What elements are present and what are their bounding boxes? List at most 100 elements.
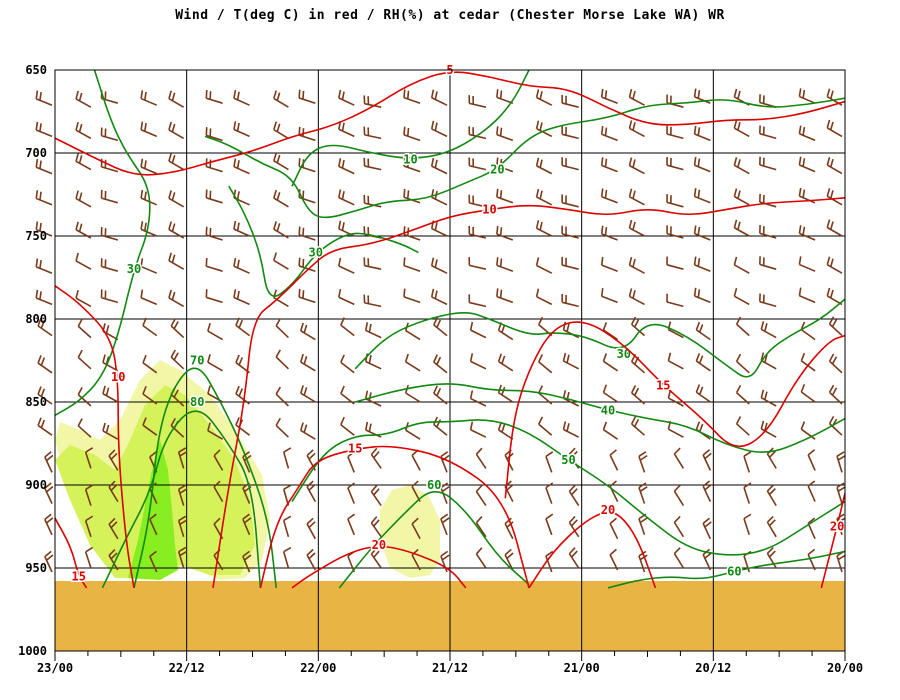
rh-contour-label: 60 bbox=[427, 478, 441, 492]
chart-title: Wind / T(deg C) in red / RH(%) at cedar … bbox=[175, 8, 725, 23]
wind-barb bbox=[177, 484, 188, 506]
wind-barb bbox=[609, 548, 619, 571]
temperature-contour-20 bbox=[820, 493, 846, 589]
wind-barb bbox=[759, 125, 777, 140]
wind-barb bbox=[235, 385, 250, 405]
wind-barb bbox=[84, 515, 94, 538]
wind-barb bbox=[836, 550, 846, 573]
wind-barb bbox=[340, 354, 355, 374]
wind-barb bbox=[504, 548, 514, 571]
wind-barb bbox=[233, 289, 250, 306]
wind-barb bbox=[695, 384, 711, 403]
wind-barb bbox=[766, 515, 777, 538]
wind-barb bbox=[733, 219, 750, 237]
wind-barb bbox=[149, 550, 158, 573]
wind-barb bbox=[828, 384, 843, 405]
wind-barb bbox=[496, 257, 514, 272]
wind-barb bbox=[545, 451, 554, 473]
wind-barb bbox=[168, 289, 185, 308]
wind-barb bbox=[168, 221, 185, 239]
wind-barb bbox=[168, 121, 185, 140]
wind-barb bbox=[275, 318, 289, 339]
x-tick-label: 20/12 bbox=[695, 661, 731, 675]
wind-barb bbox=[205, 226, 223, 241]
wind-barb bbox=[475, 484, 487, 507]
wind-barb bbox=[298, 226, 316, 241]
wind-barb bbox=[370, 516, 382, 538]
wind-barb bbox=[733, 287, 750, 306]
wind-barb bbox=[411, 449, 421, 471]
wind-barb bbox=[177, 447, 188, 469]
wind-barb bbox=[44, 482, 54, 504]
wind-barb bbox=[306, 517, 317, 540]
wind-barb bbox=[693, 125, 711, 142]
plot-frame bbox=[54, 69, 846, 652]
wind-barb bbox=[468, 95, 487, 108]
wind-barb bbox=[807, 480, 816, 502]
wind-barb bbox=[800, 421, 816, 440]
wind-barb bbox=[77, 318, 92, 339]
wind-barb bbox=[35, 121, 53, 138]
wind-barb bbox=[75, 153, 92, 171]
temperature-contour-label: 15 bbox=[71, 569, 85, 583]
wind-barb bbox=[140, 158, 158, 175]
wind-barb bbox=[609, 449, 619, 471]
wind-barb bbox=[430, 89, 448, 106]
wind-barb bbox=[233, 158, 250, 175]
wind-barb bbox=[475, 447, 487, 469]
wind-barb bbox=[298, 257, 316, 272]
wind-barb bbox=[468, 294, 487, 308]
wind-barb bbox=[600, 157, 618, 173]
wind-barb bbox=[695, 353, 711, 372]
wind-barb bbox=[207, 422, 223, 440]
wind-barb bbox=[667, 389, 684, 407]
wind-barb bbox=[759, 225, 777, 239]
temperature-contour-label: 20 bbox=[601, 503, 615, 517]
temperature-contour-label: 10 bbox=[482, 202, 496, 216]
wind-barb bbox=[733, 119, 750, 138]
wind-barb bbox=[735, 416, 750, 436]
wind-barb bbox=[205, 89, 223, 104]
wind-barb bbox=[433, 416, 448, 436]
wind-barb bbox=[298, 89, 316, 104]
wind-barb bbox=[735, 384, 750, 405]
wind-barb bbox=[235, 317, 250, 337]
wind-barb bbox=[75, 221, 92, 239]
wind-barb bbox=[275, 349, 289, 370]
wind-barb bbox=[75, 90, 92, 108]
wind-barb bbox=[77, 386, 92, 407]
wind-barb bbox=[628, 257, 645, 274]
wind-barb bbox=[826, 287, 843, 306]
wind-barb bbox=[370, 484, 382, 507]
wind-barb bbox=[37, 355, 53, 374]
wind-barb bbox=[299, 322, 316, 341]
temperature-contour-10 bbox=[54, 285, 135, 589]
wind-barb bbox=[673, 547, 685, 569]
wind-barb bbox=[760, 352, 777, 370]
wind-barb bbox=[538, 385, 553, 405]
temperature-contour-20 bbox=[291, 545, 467, 589]
x-tick-label: 22/12 bbox=[169, 661, 205, 675]
wind-barb bbox=[826, 156, 843, 175]
wind-barb bbox=[108, 480, 119, 503]
wind-barb bbox=[142, 386, 158, 405]
wind-barb bbox=[403, 126, 421, 142]
wind-barb bbox=[535, 89, 553, 106]
wind-barb bbox=[666, 256, 684, 270]
wind-barb bbox=[100, 158, 119, 173]
wind-barb bbox=[760, 389, 777, 407]
wind-barb bbox=[743, 513, 752, 536]
wind-barb bbox=[766, 547, 777, 569]
wind-barb bbox=[630, 416, 646, 436]
y-tick-label: 900 bbox=[25, 478, 47, 492]
wind-barb bbox=[403, 89, 421, 104]
wind-barb bbox=[561, 194, 579, 208]
wind-barb bbox=[273, 289, 289, 308]
rh-contour-layer: 10 20 30 30 30 40 50 60 60 70 80 bbox=[54, 69, 846, 589]
x-tick-label: 21/00 bbox=[564, 661, 600, 675]
wind-barb bbox=[306, 548, 317, 571]
y-tick-label: 1000 bbox=[18, 644, 47, 658]
wind-barb bbox=[628, 120, 645, 138]
wind-barb bbox=[433, 385, 448, 405]
rh-contour-label: 80 bbox=[190, 395, 204, 409]
